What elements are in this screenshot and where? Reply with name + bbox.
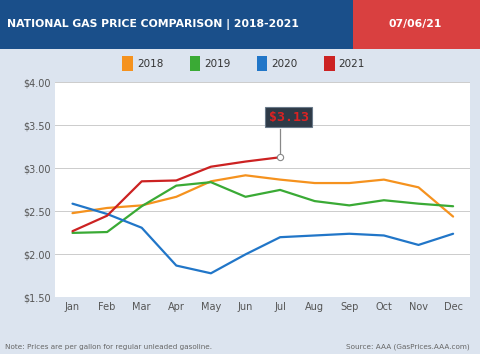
Text: NATIONAL GAS PRICE COMPARISON | 2018-2021: NATIONAL GAS PRICE COMPARISON | 2018-202… [7, 19, 299, 30]
Text: 2021: 2021 [338, 59, 365, 69]
Text: Source: AAA (GasPrices.AAA.com): Source: AAA (GasPrices.AAA.com) [346, 343, 469, 350]
Bar [257, 56, 267, 72]
Text: $3.13: $3.13 [269, 111, 309, 124]
Text: 2019: 2019 [204, 59, 230, 69]
Text: 07/06/21: 07/06/21 [388, 19, 442, 29]
Text: 2020: 2020 [271, 59, 298, 69]
Text: Note: Prices are per gallon for regular unleaded gasoline.: Note: Prices are per gallon for regular … [5, 344, 212, 350]
Bar [122, 56, 133, 72]
Bar [190, 56, 200, 72]
Bar [353, 0, 480, 49]
Text: 2018: 2018 [137, 59, 163, 69]
Bar [324, 56, 335, 72]
